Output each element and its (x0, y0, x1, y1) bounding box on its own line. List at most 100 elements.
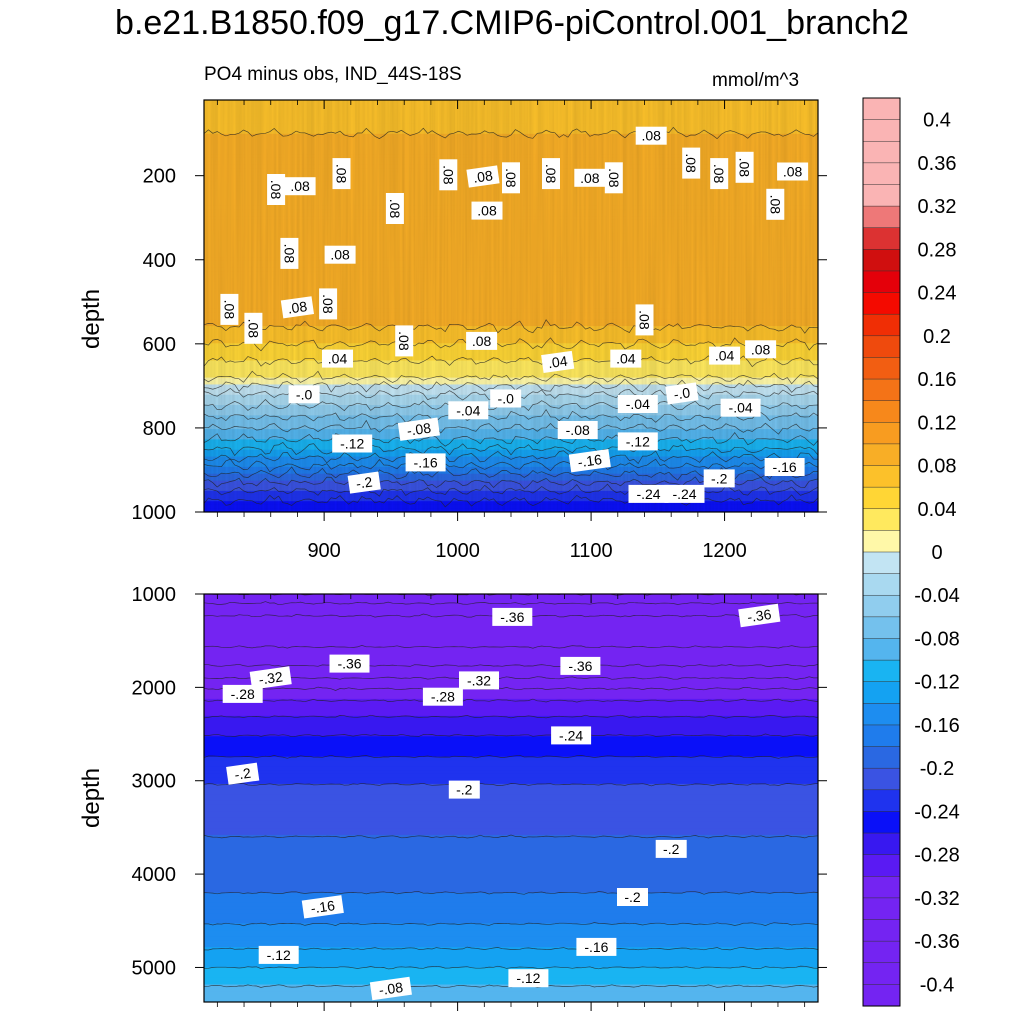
contour-band (204, 943, 818, 949)
contour-band (204, 906, 818, 911)
colorbar-swatch (862, 703, 901, 726)
contour-band (204, 834, 818, 840)
contour-label: -.12 (617, 432, 658, 451)
contour-band (204, 913, 818, 918)
contour-label: -.2 (226, 762, 260, 785)
svg-text:.08: .08 (737, 158, 753, 178)
colorbar-swatch (862, 313, 901, 337)
contour-label: -.0 (665, 382, 699, 405)
colorbar-swatch (862, 227, 901, 250)
svg-text:-.16: -.16 (773, 459, 797, 475)
colorbar-swatch (862, 508, 901, 531)
svg-text:.08: .08 (268, 180, 284, 200)
contour-band (204, 841, 818, 847)
colorbar-swatch (862, 876, 901, 899)
contour-band (204, 811, 818, 816)
contour-band (204, 872, 818, 877)
contour-label: .08 (502, 162, 520, 194)
x-tick-label: 1100 (570, 540, 613, 562)
contour-band (204, 603, 818, 609)
svg-text:.08: .08 (287, 298, 309, 317)
contour-band (204, 685, 818, 690)
svg-text:-.08: -.08 (566, 422, 590, 438)
contour-band (204, 746, 818, 751)
svg-text:-.12: -.12 (516, 970, 540, 986)
contour-line (204, 645, 818, 649)
contour-band (204, 930, 818, 935)
contour-band (204, 862, 818, 867)
contour-band (204, 902, 818, 908)
contour-band (204, 882, 818, 887)
contour-label: .08 (284, 177, 316, 196)
colorbar-swatch (862, 443, 901, 467)
colorbar-swatch (862, 746, 901, 769)
contour-label: .08 (280, 296, 315, 319)
colorbar-swatch (862, 292, 901, 315)
contour-label: -.04 (720, 398, 761, 417)
svg-text:-.32: -.32 (258, 668, 284, 687)
svg-text:-.08: -.08 (378, 979, 404, 998)
contour-label: -.24 (628, 484, 669, 503)
svg-text:-.04: -.04 (626, 396, 650, 412)
contour-line (204, 714, 818, 719)
contour-band (204, 858, 818, 864)
y-tick-label: 2000 (132, 677, 177, 699)
contour-label: .08 (319, 288, 338, 320)
svg-text:.08: .08 (606, 168, 622, 188)
contour-band (204, 814, 818, 819)
contour-band (204, 804, 818, 809)
contour-label: -.0 (288, 385, 320, 404)
contour-band (204, 661, 818, 666)
svg-text:.08: .08 (387, 199, 403, 219)
svg-text:.04: .04 (715, 348, 735, 364)
svg-text:.08: .08 (472, 333, 492, 349)
svg-text:.08: .08 (641, 128, 661, 144)
contour-line (204, 458, 818, 473)
contour-band (204, 991, 818, 996)
contour-label: -.08 (369, 976, 412, 1001)
contour-line (204, 834, 818, 839)
contour-band (204, 695, 818, 700)
contour-band (204, 624, 818, 629)
colorbar-swatch (862, 119, 901, 142)
contour-band (204, 671, 818, 677)
contour-band (204, 838, 818, 843)
contour-label: -.04 (448, 401, 489, 420)
contour-band (204, 848, 818, 853)
contour-band (204, 828, 818, 833)
colorbar-swatch (862, 789, 901, 812)
colorbar-tick-label: -0.12 (914, 672, 960, 694)
contour-band (204, 637, 818, 643)
contour-band (204, 722, 818, 728)
colorbar-swatch (862, 832, 901, 856)
contour-line (204, 419, 818, 435)
contour-label: .08 (395, 325, 414, 357)
svg-text:-.16: -.16 (414, 454, 438, 470)
svg-text:-.0: -.0 (498, 391, 515, 407)
contour-line (204, 408, 818, 423)
colorbar-swatch (862, 97, 901, 121)
contour-band (204, 940, 818, 945)
contour-line (204, 663, 818, 668)
contour-band (204, 777, 818, 782)
contour-label: .08 (332, 158, 351, 190)
colorbar-swatch (862, 357, 901, 380)
contour-band (204, 821, 818, 826)
contour-band (204, 756, 818, 762)
colorbar-tick-label: -0.28 (914, 845, 960, 867)
contour-band (204, 916, 818, 921)
svg-text:.08: .08 (334, 164, 350, 184)
colorbar-tick-label: 0.4 (923, 110, 951, 132)
contour-band (204, 698, 818, 704)
colorbar-swatch (862, 681, 901, 704)
contour-label: .08 (280, 237, 299, 269)
contour-band (204, 919, 818, 925)
contour-band (204, 654, 818, 660)
contour-band (204, 780, 818, 785)
contour-label: .08 (439, 159, 458, 191)
contour-band (204, 960, 818, 966)
contour-line (204, 782, 818, 787)
svg-text:.08: .08 (543, 164, 559, 184)
contour-band (204, 865, 818, 870)
svg-text:-.36: -.36 (746, 606, 772, 625)
